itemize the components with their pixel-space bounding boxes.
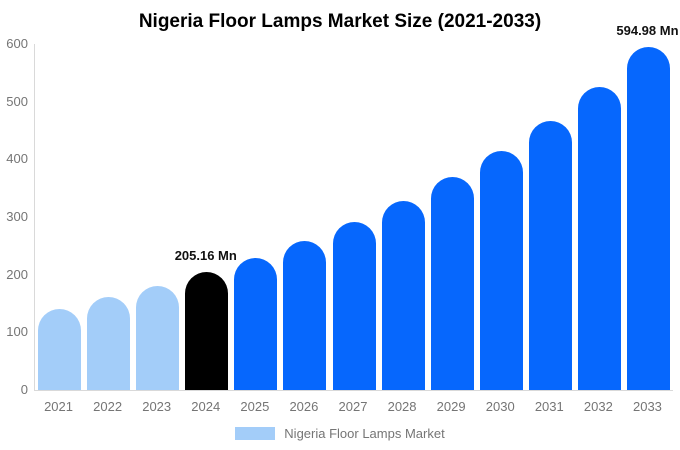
- y-tick-label-600: 600: [6, 36, 28, 51]
- x-tick-label-2031: 2031: [534, 399, 564, 414]
- y-tick-label-300: 300: [6, 209, 28, 224]
- x-tick-label-2026: 2026: [289, 399, 319, 414]
- bar-2032: [577, 87, 621, 390]
- x-tick-label-2027: 2027: [338, 399, 368, 414]
- x-tick-label-2021: 2021: [44, 399, 73, 414]
- x-tick-label-2033: 2033: [632, 399, 662, 414]
- bar-2031: [528, 120, 572, 390]
- x-tick-label-2025: 2025: [240, 399, 270, 414]
- y-tick-label-400: 400: [6, 151, 28, 167]
- bar-2033: [626, 46, 670, 390]
- y-tick-label-100: 100: [6, 324, 28, 340]
- x-tick-label-2029: 2029: [436, 399, 466, 414]
- legend-label: Nigeria Floor Lamps Market: [284, 425, 445, 441]
- x-tick-label-2024: 2024: [191, 399, 221, 414]
- x-tick-label-2032: 2032: [583, 399, 613, 414]
- x-tick-label-2028: 2028: [387, 399, 417, 414]
- chart-title: Nigeria Floor Lamps Market Size (2021-20…: [138, 11, 542, 32]
- x-tick-label-2022: 2022: [93, 399, 123, 414]
- y-tick-label-0: 0: [20, 382, 28, 397]
- plot-area: [34, 44, 673, 391]
- bar-2025: [234, 257, 278, 390]
- bar-2026: [283, 241, 327, 390]
- y-tick-label-200: 200: [6, 266, 28, 282]
- bar-2027: [332, 222, 376, 390]
- x-tick-label-2030: 2030: [485, 399, 515, 414]
- bar-2022: [87, 297, 131, 390]
- legend-swatch: [235, 426, 276, 440]
- bar-2029: [430, 177, 474, 390]
- y-tick-label-500: 500: [6, 93, 28, 109]
- legend: Nigeria Floor Lamps Market: [0, 424, 680, 442]
- x-tick-label-2023: 2023: [142, 399, 172, 414]
- bar-2028: [381, 200, 425, 390]
- bar-2023: [136, 285, 180, 390]
- bar-2030: [479, 150, 523, 390]
- bar-2021: [38, 309, 82, 390]
- value-label-2033: 594.98 Mn: [616, 22, 679, 38]
- bar-2024: [185, 271, 229, 390]
- value-label-2024: 205.16 Mn: [174, 247, 237, 263]
